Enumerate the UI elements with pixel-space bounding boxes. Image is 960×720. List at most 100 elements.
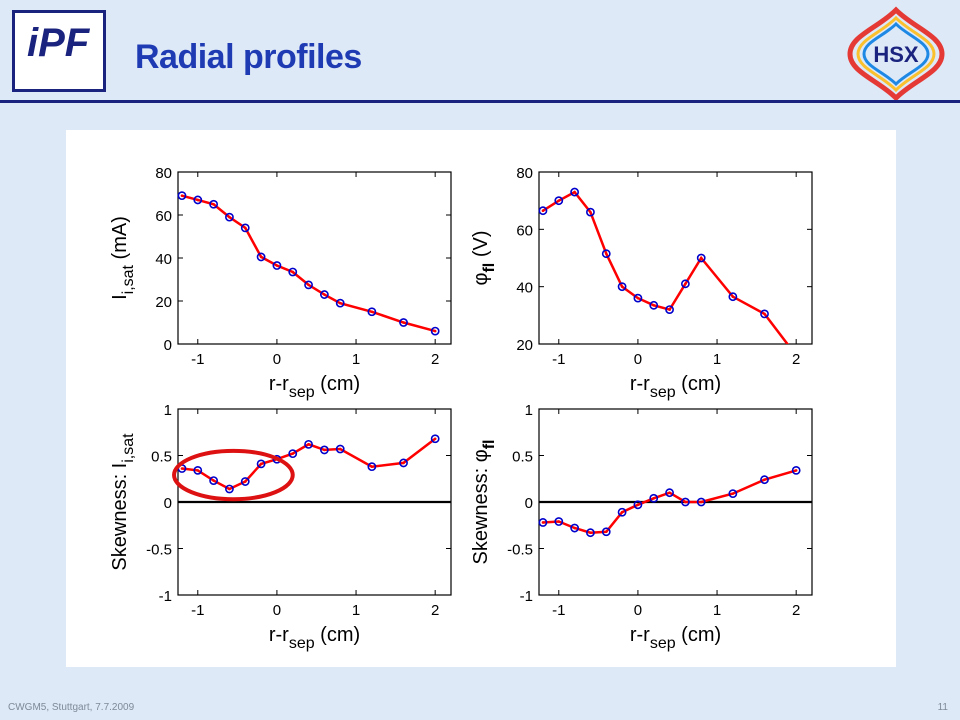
data-point [225,212,234,222]
y-tick-label: 60 [516,222,533,239]
data-point-center [731,295,735,298]
data-point [304,439,313,449]
data-point [304,280,313,290]
y-tick-label: 1 [164,402,172,419]
data-point-center [620,510,624,514]
data-point-center [604,252,608,255]
y-axis-label: Skewness: φfl [470,439,498,564]
y-tick-label: -0.5 [507,542,533,559]
y-axis-label: φfl (V) [470,231,498,286]
data-point-center [699,500,703,504]
data-point-center [684,500,687,504]
data-point-center [604,530,608,534]
x-tick-label: 0 [634,351,642,368]
subplot-1: 0 20 40 60 80 -1 0 1 2 r-rsep (cm) Ii,sat (mA) [109,165,452,401]
data-point [319,290,329,299]
data-point [586,207,595,217]
data-point-center [212,479,215,482]
header-divider [0,100,960,103]
data-point [601,249,611,259]
data-point [272,261,282,270]
data-point-center [433,437,437,441]
x-axis-label: r-rsep (cm) [630,373,721,401]
data-point [649,493,659,503]
data-point-center [652,496,656,500]
data-point [680,279,690,289]
x-tick-label: 2 [431,602,439,619]
data-point-center [180,194,184,197]
y-tick-label: 0.5 [512,449,533,466]
data-point [570,187,580,197]
y-tick-label: 0 [525,495,533,512]
data-point-center [699,256,703,260]
data-point-center [323,293,326,296]
hsx-logo-text: HSX [873,42,919,67]
data-point-center [291,452,295,455]
data-point [728,489,738,499]
data-point-center [370,310,374,314]
x-tick-label: -1 [191,351,204,368]
data-point [649,300,659,310]
axes-box [538,171,813,345]
y-tick-label: 0 [164,337,172,354]
data-point [665,305,674,314]
x-tick-label: -1 [191,602,204,619]
data-point-center [338,301,342,305]
y-tick-label: 60 [155,208,172,225]
series-line [542,469,797,534]
data-point-center [794,469,798,472]
subplot-4: -1 -0.5 0 0.5 1 -1 0 1 2 r-rsep (cm) Skewness: φfl [470,402,813,652]
data-point-center [541,521,545,524]
data-point [586,528,595,538]
x-tick-label: -1 [552,351,565,368]
y-tick-label: 40 [516,280,533,297]
y-axis-label: Ii,sat (mA) [109,216,137,300]
data-point-center [668,491,671,495]
data-point [256,252,266,262]
data-point [367,307,377,317]
data-point-center [557,520,561,523]
x-tick-label: 1 [352,351,360,368]
data-point-center [652,304,656,307]
x-axis-label: r-rsep (cm) [269,373,360,401]
data-point-center [763,312,766,316]
data-point-center [307,283,310,287]
data-point [367,462,377,472]
data-point [193,465,203,475]
data-point [696,497,706,507]
data-point [617,507,627,517]
data-point-center [259,462,263,466]
data-point-center [636,296,640,300]
x-axis-label: r-rsep (cm) [269,624,360,652]
highlight-ellipse [172,448,295,502]
data-point [554,196,564,206]
axes-box [177,171,452,345]
data-point [696,253,706,263]
data-point-center [291,270,295,274]
x-tick-label: 0 [273,602,281,619]
series-line [181,437,436,491]
data-point-center [196,198,200,202]
data-point-center [433,329,437,333]
hsx-logo: HSX [847,6,945,102]
y-tick-label: 0 [164,495,172,512]
data-point [665,488,674,498]
data-point [209,199,219,209]
data-point-center [243,480,247,483]
x-tick-label: 1 [713,351,721,368]
data-point [288,267,298,277]
y-tick-label: 40 [155,251,172,268]
x-axis-label: r-rsep (cm) [630,624,721,652]
data-point-center [180,467,184,470]
ipf-logo-text: iPF [27,21,90,65]
footer-page-number: 11 [937,702,948,713]
data-point [760,309,769,319]
data-point-center [684,282,687,286]
data-point [193,195,203,205]
data-point [554,517,564,526]
data-point-center [668,308,671,311]
y-axis-label: Skewness: Ii,sat [109,433,137,571]
data-point [430,434,440,444]
series-line [542,190,790,344]
data-point [791,465,801,475]
